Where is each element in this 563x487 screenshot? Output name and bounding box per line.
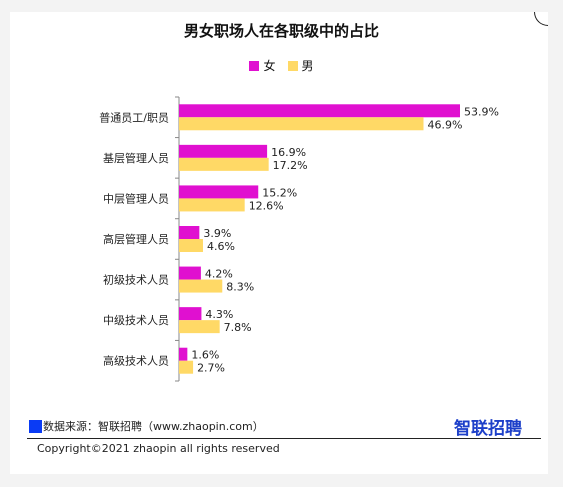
- legend-label-male: 男: [301, 59, 314, 73]
- data-label: 7.8%: [224, 321, 252, 334]
- source-note: 数据来源：智联招聘（www.zhaopin.com）: [43, 420, 264, 433]
- chart-title: 男女职场人在各职级中的占比: [183, 22, 379, 40]
- bar-male: [179, 157, 269, 171]
- data-label: 4.2%: [205, 268, 233, 281]
- category-label: 中级技术人员: [103, 314, 169, 327]
- bar-female: [179, 266, 201, 280]
- data-label: 12.6%: [249, 199, 284, 212]
- brand-logo: 智联招聘: [454, 419, 522, 439]
- data-label: 4.3%: [205, 308, 233, 321]
- data-label: 2.7%: [197, 362, 225, 375]
- bar-male: [179, 198, 245, 212]
- data-label: 1.6%: [191, 349, 219, 362]
- bar-female: [179, 185, 259, 199]
- data-label: 46.9%: [428, 118, 463, 131]
- data-label: 4.6%: [207, 240, 235, 253]
- legend: 女 男: [0, 57, 563, 74]
- legend-swatch-male: [287, 60, 298, 71]
- bar-female: [179, 347, 188, 361]
- legend-entry-male: 男: [287, 57, 314, 74]
- bar-female: [179, 144, 268, 158]
- bar-male: [179, 320, 220, 334]
- category-label: 普通员工/职员: [99, 110, 169, 124]
- category-label: 高级技术人员: [103, 354, 169, 368]
- category-label: 基层管理人员: [103, 151, 169, 165]
- copyright-text: Copyright©2021 zhaopin all rights reserv…: [37, 442, 280, 455]
- bar-male: [179, 239, 203, 252]
- chart-card: [10, 12, 548, 474]
- source-marker-icon: [29, 420, 42, 433]
- category-label: 中层管理人员: [103, 191, 169, 205]
- data-label: 17.2%: [273, 159, 308, 172]
- category-label: 高层管理人员: [103, 232, 169, 246]
- bar-female: [179, 307, 202, 321]
- footer-divider: [27, 438, 541, 439]
- data-label: 8.3%: [226, 281, 254, 294]
- data-label: 3.9%: [203, 227, 231, 240]
- data-label: 16.9%: [271, 146, 306, 159]
- legend-entry-female: 女: [249, 57, 276, 74]
- legend-swatch-female: [249, 60, 260, 71]
- data-label: 53.9%: [464, 105, 499, 118]
- bar-male: [179, 360, 194, 374]
- legend-label-female: 女: [263, 59, 276, 73]
- bar-female: [179, 226, 200, 239]
- category-label: 初级技术人员: [103, 273, 169, 287]
- bar-male: [179, 279, 223, 293]
- bar-male: [179, 117, 424, 131]
- data-label: 15.2%: [262, 186, 297, 199]
- bar-female: [179, 104, 460, 118]
